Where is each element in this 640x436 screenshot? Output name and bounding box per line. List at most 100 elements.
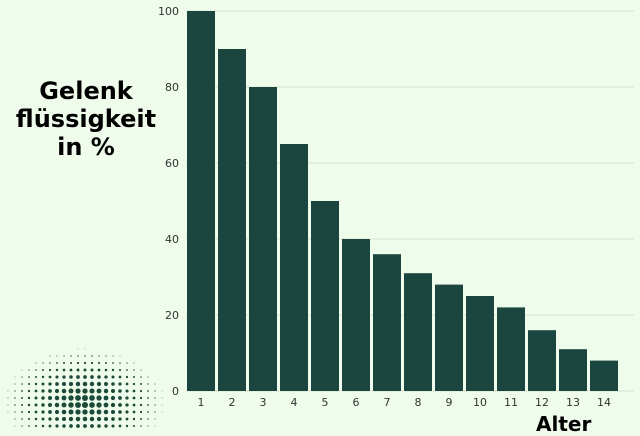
halftone-dot — [82, 416, 88, 422]
halftone-dot — [111, 382, 115, 386]
halftone-dot — [34, 375, 38, 379]
halftone-dot — [41, 389, 45, 393]
halftone-dot — [96, 416, 102, 422]
halftone-dot — [132, 410, 136, 414]
halftone-dot — [154, 418, 156, 420]
halftone-dot — [112, 362, 114, 364]
halftone-dot — [111, 375, 115, 379]
halftone-dot — [34, 382, 38, 386]
halftone-dot — [68, 395, 74, 401]
halftone-dot — [56, 355, 58, 357]
y-axis-label-line: flüssigkeit — [15, 105, 157, 133]
halftone-dot — [14, 404, 16, 406]
halftone-dot — [126, 369, 128, 371]
bar — [342, 239, 370, 391]
x-tick-label: 10 — [473, 396, 487, 409]
halftone-dot — [89, 388, 95, 394]
halftone-dot — [147, 397, 149, 399]
halftone-dot — [77, 355, 79, 357]
halftone-dot — [35, 362, 37, 364]
halftone-dot — [55, 382, 59, 386]
halftone-dot — [49, 355, 51, 357]
halftone-dot — [147, 404, 149, 406]
halftone-dot — [76, 424, 80, 428]
halftone-dot — [7, 397, 9, 399]
halftone-dot — [41, 396, 45, 400]
halftone-dot — [140, 369, 142, 371]
halftone-dot — [147, 411, 149, 413]
x-tick-label: 11 — [504, 396, 518, 409]
halftone-dot — [103, 388, 109, 394]
halftone-dot — [61, 416, 67, 422]
halftone-dot — [69, 361, 73, 365]
halftone-dot — [119, 355, 121, 357]
halftone-dot — [132, 396, 136, 400]
x-axis-label: Alter — [536, 412, 592, 436]
halftone-dot — [125, 382, 129, 386]
halftone-dot — [69, 375, 73, 379]
x-tick-label: 3 — [260, 396, 267, 409]
halftone-dot — [97, 375, 101, 379]
bars — [187, 11, 618, 391]
halftone-dot — [62, 424, 66, 428]
halftone-dot — [21, 383, 23, 385]
halftone-dot — [34, 424, 38, 428]
halftone-dot — [91, 355, 93, 357]
halftone-dot — [28, 425, 30, 427]
x-tick-label: 1 — [198, 396, 205, 409]
halftone-dot — [34, 410, 38, 414]
y-tick-label: 80 — [165, 81, 179, 94]
halftone-dot — [48, 368, 52, 372]
halftone-dot — [118, 403, 122, 407]
halftone-dot — [48, 375, 52, 379]
halftone-dot — [68, 416, 74, 422]
halftone-dot — [75, 409, 81, 415]
x-tick-label: 9 — [446, 396, 453, 409]
halftone-dot — [61, 402, 67, 408]
x-tick-label: 6 — [353, 396, 360, 409]
halftone-dot — [41, 403, 45, 407]
halftone-dot — [118, 410, 122, 414]
halftone-dot — [61, 388, 67, 394]
halftone-dot — [119, 362, 121, 364]
halftone-dot — [14, 376, 16, 378]
halftone-dot — [110, 388, 116, 394]
halftone-dot — [84, 355, 86, 357]
halftone-dot — [97, 368, 101, 372]
halftone-dot — [21, 397, 23, 399]
halftone-dot — [14, 390, 16, 392]
x-tick-label: 2 — [229, 396, 236, 409]
halftone-dot — [75, 402, 81, 408]
halftone-dot — [7, 411, 9, 413]
halftone-dot — [104, 417, 108, 421]
halftone-dot — [103, 402, 109, 408]
halftone-dot — [75, 381, 81, 387]
halftone-dot — [48, 410, 52, 414]
bar — [435, 284, 463, 391]
halftone-dot — [55, 375, 59, 379]
halftone-dot — [77, 348, 79, 350]
bar — [218, 49, 246, 391]
halftone-dot — [98, 355, 100, 357]
bar — [187, 11, 215, 391]
halftone-dot — [89, 409, 95, 415]
halftone-dot — [154, 404, 156, 406]
halftone-dot — [82, 409, 88, 415]
halftone-dot — [34, 403, 38, 407]
halftone-dot — [21, 390, 23, 392]
halftone-dot — [96, 402, 102, 408]
halftone-dot — [96, 388, 102, 394]
halftone-dot — [97, 361, 101, 365]
halftone-dot — [97, 424, 101, 428]
halftone-dot — [62, 375, 66, 379]
halftone-dot — [69, 368, 73, 372]
bar — [466, 296, 494, 391]
halftone-dot — [41, 417, 45, 421]
y-tick-label: 0 — [172, 385, 179, 398]
halftone-dot — [140, 376, 142, 378]
x-tick-label: 7 — [384, 396, 391, 409]
halftone-dot — [133, 369, 135, 371]
halftone-dot — [21, 404, 23, 406]
halftone-dot — [14, 411, 16, 413]
